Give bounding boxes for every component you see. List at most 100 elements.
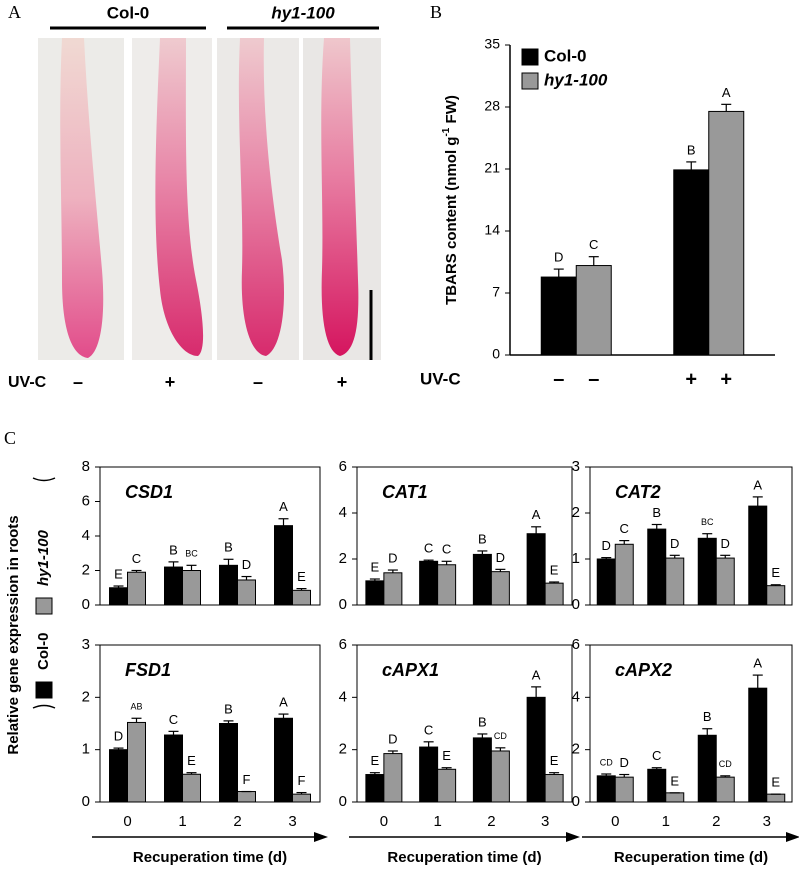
legend-label: Col-0 xyxy=(544,46,587,65)
y-tick-label: 0 xyxy=(572,596,580,613)
bar xyxy=(127,721,146,803)
significance-letter: C xyxy=(442,542,451,557)
bar xyxy=(109,749,128,803)
error-bar xyxy=(168,730,179,736)
bar xyxy=(383,572,403,606)
bar xyxy=(575,265,612,356)
error-bar xyxy=(168,561,179,568)
plot-frame xyxy=(589,644,793,803)
significance-letter: C xyxy=(132,551,141,566)
bar xyxy=(164,734,183,803)
x-tick-label: 3 xyxy=(288,813,296,830)
bar xyxy=(715,776,735,803)
error-bar xyxy=(369,772,380,775)
bar xyxy=(526,533,546,606)
y-tick-label: 3 xyxy=(572,458,580,475)
treatment: + xyxy=(165,372,176,392)
error-bar xyxy=(387,750,398,754)
bar xyxy=(419,560,439,606)
error-bar xyxy=(702,533,713,539)
x-tick-label: 1 xyxy=(178,813,186,830)
x-tick-label: + xyxy=(720,368,732,390)
y-tick-label: 4 xyxy=(339,688,347,705)
significance-letter: E xyxy=(371,559,380,574)
y-tick-label: 2 xyxy=(82,688,90,705)
legend-label: hy1-100 xyxy=(35,529,52,586)
error-bar xyxy=(619,773,630,778)
significance-letter: E xyxy=(371,753,380,768)
significance-letter: E xyxy=(550,562,559,577)
error-bar xyxy=(223,720,234,724)
error-bar xyxy=(441,560,452,565)
significance-letter: F xyxy=(243,772,251,787)
significance-letter: F xyxy=(298,773,306,788)
error-bar xyxy=(296,588,307,591)
error-bar xyxy=(131,569,142,573)
significance-letter: E xyxy=(771,775,780,790)
y-tick-label: 28 xyxy=(484,98,500,114)
significance-letter: AB xyxy=(130,702,142,712)
error-bar xyxy=(553,268,564,278)
significance-letter: C xyxy=(424,722,433,737)
significance-letter: C xyxy=(652,748,661,763)
legend-label: hy1-100 xyxy=(544,70,608,89)
y-tick-label: 6 xyxy=(339,458,347,475)
bar xyxy=(673,169,710,356)
genotype-label: Col-0 xyxy=(107,3,150,22)
bar xyxy=(715,557,735,606)
error-bar xyxy=(702,728,713,736)
error-bar xyxy=(278,713,289,719)
y-tick-label: 1 xyxy=(82,741,90,758)
error-bar xyxy=(651,523,662,530)
x-tick-label: 2 xyxy=(487,813,495,830)
significance-letter: CD xyxy=(719,759,732,769)
error-bar xyxy=(601,773,612,776)
bar xyxy=(182,570,201,606)
treatment: – xyxy=(253,372,263,392)
error-bar xyxy=(131,717,142,723)
significance-letter: BC xyxy=(185,549,198,559)
y-tick-label: 3 xyxy=(82,636,90,653)
bar xyxy=(540,276,577,356)
x-tick-label: 3 xyxy=(763,813,771,830)
y-axis-label-part: -1 xyxy=(441,127,452,136)
bar xyxy=(219,723,238,803)
y-tick-label: 6 xyxy=(572,636,580,653)
x-tick-label: 0 xyxy=(123,813,131,830)
bar xyxy=(490,750,510,803)
x-tick-label: 3 xyxy=(541,813,549,830)
error-bar xyxy=(423,741,434,748)
y-tick-label: 0 xyxy=(82,596,90,613)
y-axis-label-part: TBARS content (nmol g xyxy=(443,137,460,305)
x-tick-label: – xyxy=(553,368,564,390)
bar xyxy=(437,564,457,606)
significance-letter: CD xyxy=(600,757,613,767)
significance-letter: D xyxy=(496,550,505,565)
error-bar xyxy=(686,161,697,170)
y-axis-label-part: FW) xyxy=(443,95,460,127)
error-bar xyxy=(531,526,542,534)
y-tick-label: 4 xyxy=(82,527,90,544)
bar xyxy=(274,525,293,606)
significance-letter: A xyxy=(722,85,731,100)
gene-title: cAPX1 xyxy=(382,660,439,680)
bar xyxy=(697,537,717,606)
bar xyxy=(365,580,385,606)
significance-letter: A xyxy=(753,477,762,492)
error-bar xyxy=(477,733,488,738)
bar xyxy=(219,564,238,606)
bar xyxy=(708,110,745,356)
error-bar xyxy=(495,568,506,572)
plot-frame xyxy=(356,466,573,606)
bar xyxy=(437,768,457,803)
error-bar xyxy=(186,772,197,775)
time-arrow-head xyxy=(786,832,799,842)
bar xyxy=(383,753,403,803)
y-tick-label: 7 xyxy=(492,284,500,300)
significance-letter: C xyxy=(424,541,433,556)
significance-letter: E xyxy=(442,748,451,763)
bar xyxy=(647,528,667,606)
gene-title: CAT1 xyxy=(382,482,428,502)
y-tick-label: 0 xyxy=(492,346,500,362)
y-tick-label: 2 xyxy=(339,741,347,758)
